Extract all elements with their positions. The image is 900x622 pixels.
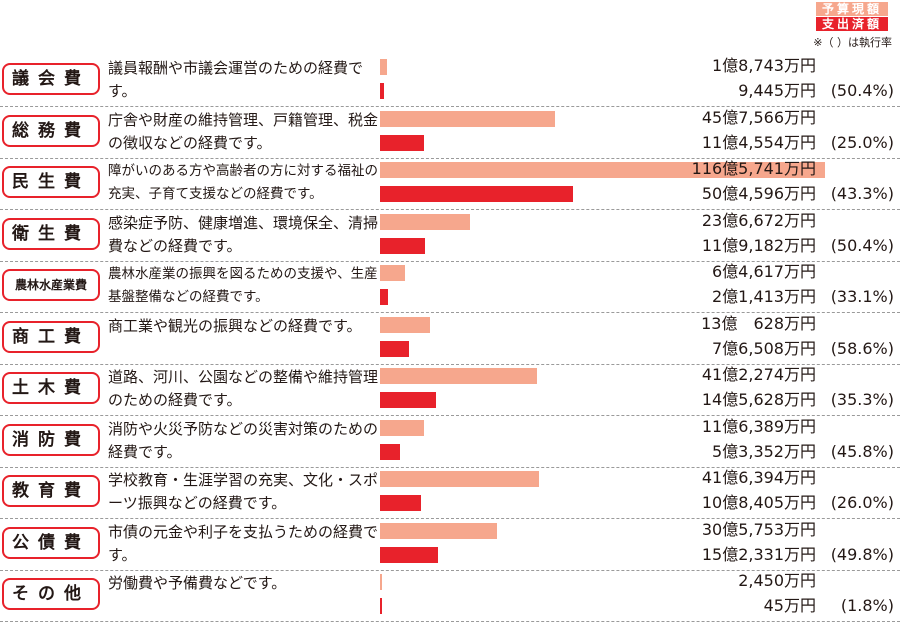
spent-value: 7億6,508万円: [712, 338, 816, 358]
execution-rate: (35.3%): [830, 390, 894, 409]
spent-value: 45万円: [763, 596, 816, 615]
row-10: その他 労働費や予備費などです。 2,450万円 45万円 (1.8%): [0, 570, 900, 622]
budget-bar: [380, 368, 538, 384]
category-description: 障がいのある方や高齢者の方に対する福祉の充実、子育て支援などの経費です。: [108, 163, 378, 202]
category-label: 土木費: [2, 372, 100, 404]
legend-spent-label: 支出済額: [816, 17, 888, 31]
spent-value: 50億4,596万円: [701, 184, 816, 203]
spent-bar: [380, 289, 389, 305]
budget-value: 41億2,274万円: [701, 365, 816, 384]
budget-bar: [380, 471, 539, 487]
category-description: 消防や火災予防などの災害対策のための経費です。: [108, 419, 379, 461]
spent-bar: [380, 598, 382, 614]
row-6: 土木費 道路、河川、公園などの整備や維持管理のための経費です。 41億2,274万円…: [0, 364, 900, 416]
legend-budget-label: 予算現額: [816, 2, 888, 16]
legend-note: ※（ ）は執行率: [813, 36, 892, 49]
category-label: その他: [2, 578, 100, 610]
budget-bar: [380, 59, 388, 75]
category-label: 農林水産業費: [2, 269, 100, 301]
category-label: 公債費: [2, 526, 100, 559]
category-description: 労働費や予備費などです。: [108, 574, 287, 592]
spent-bar: [380, 340, 410, 357]
execution-rate: (1.8%): [840, 596, 894, 615]
budget-value: 41億6,394万円: [701, 468, 816, 487]
budget-bar: [380, 110, 555, 127]
category-label: 衛生費: [2, 217, 100, 250]
budget-value: 45億7,566万円: [701, 107, 816, 127]
spent-bar: [380, 83, 384, 99]
execution-rate: (45.8%): [830, 441, 894, 461]
spent-value: 11億4,554万円: [701, 132, 816, 152]
spent-value: 15億2,331万円: [701, 544, 816, 564]
budget-value: 6億4,617万円: [712, 262, 816, 281]
category-description: 議員報酬や市議会運営のための経費です。: [108, 59, 364, 100]
row-7: 消防費 消防や火災予防などの災害対策のための経費です。 11億6,389万円 5億3,…: [0, 416, 900, 468]
category-label: 議会費: [2, 63, 100, 95]
execution-rate: (43.3%): [830, 184, 894, 203]
budget-bar: [380, 522, 497, 539]
row-2: 民生費 障がいのある方や高齢者の方に対する福祉の充実、子育て支援などの経費です。 1…: [0, 158, 900, 210]
spent-value: 10億8,405万円: [701, 493, 816, 512]
budget-bar: [380, 213, 471, 230]
category-description: 庁舎や財産の維持管理、戸籍管理、税金の徴収などの経費です。: [108, 110, 379, 152]
row-9: 公債費 市債の元金や利子を支払うための経費です。 30億5,753万円 15億2,33…: [0, 519, 900, 571]
spent-bar: [380, 134, 424, 151]
budget-bar: [380, 162, 825, 178]
budget-bar: [380, 574, 382, 590]
spent-bar: [380, 546, 439, 563]
spent-bar: [380, 186, 573, 202]
category-description: 商工業や観光の振興などの経費です。: [108, 316, 362, 335]
spent-bar: [380, 443, 401, 460]
row-5: 商工費 商工業や観光の振興などの経費です。 13億 628万円 7億6,508万円 (5…: [0, 313, 900, 365]
spent-value: 5億3,352万円: [712, 441, 816, 461]
category-description: 学校教育・生涯学習の充実、文化・スポーツ振興などの経費です。: [108, 471, 379, 512]
row-4: 農林水産業費 農林水産業の振興を図るための支援や、生産基盤整備などの経費です。 6億…: [0, 261, 900, 313]
spent-bar: [380, 495, 422, 511]
category-label: 教育費: [2, 475, 100, 507]
category-description: 道路、河川、公園などの整備や維持管理のための経費です。: [108, 368, 379, 409]
budget-value: 23億6,672万円: [701, 210, 816, 230]
row-8: 教育費 学校教育・生涯学習の充実、文化・スポーツ振興などの経費です。 41億6,39…: [0, 467, 900, 519]
execution-rate: (26.0%): [830, 493, 894, 512]
budget-value: 11億6,389万円: [701, 416, 816, 436]
category-description: 農林水産業の振興を図るための支援や、生産基盤整備などの経費です。: [108, 266, 378, 305]
row-1: 総務費 庁舎や財産の維持管理、戸籍管理、税金の徴収などの経費です。 45億7,566…: [0, 107, 900, 159]
execution-rate: (25.0%): [830, 132, 894, 152]
execution-rate: (33.1%): [830, 287, 894, 306]
budget-bar: [380, 316, 430, 333]
execution-rate: (50.4%): [830, 235, 894, 255]
spent-bar: [380, 392, 436, 408]
execution-rate: (58.6%): [830, 338, 894, 358]
budget-value: 116億5,741万円: [691, 159, 816, 178]
budget-value: 2,450万円: [738, 571, 816, 590]
budget-bar: [380, 265, 405, 281]
budget-value: 30億5,753万円: [701, 519, 816, 539]
spent-value: 14億5,628万円: [701, 390, 816, 409]
category-label: 消防費: [2, 423, 100, 456]
budget-value: 13億 628万円: [701, 313, 816, 333]
spent-value: 11億9,182万円: [701, 235, 816, 255]
category-label: 総務費: [2, 114, 100, 147]
category-label: 商工費: [2, 320, 100, 353]
spent-value: 9,445万円: [738, 81, 816, 100]
row-0: 議会費 議員報酬や市議会運営のための経費です。 1億8,743万円 9,445万円 (5…: [0, 55, 900, 107]
execution-rate: (49.8%): [830, 544, 894, 564]
category-description: 市債の元金や利子を支払うための経費です。: [108, 522, 379, 564]
legend: 予算現額 支出済額 ※（ ）は執行率: [780, 0, 898, 52]
spent-value: 2億1,413万円: [712, 287, 816, 306]
category-label: 民生費: [2, 166, 100, 198]
category-description: 感染症予防、健康増進、環境保全、清掃費などの経費です。: [108, 213, 379, 255]
row-3: 衛生費 感染症予防、健康増進、環境保全、清掃費などの経費です。 23億6,672万円…: [0, 210, 900, 262]
spent-bar: [380, 237, 426, 254]
budget-bar: [380, 419, 425, 436]
budget-value: 1億8,743万円: [712, 56, 816, 75]
execution-rate: (50.4%): [830, 81, 894, 100]
